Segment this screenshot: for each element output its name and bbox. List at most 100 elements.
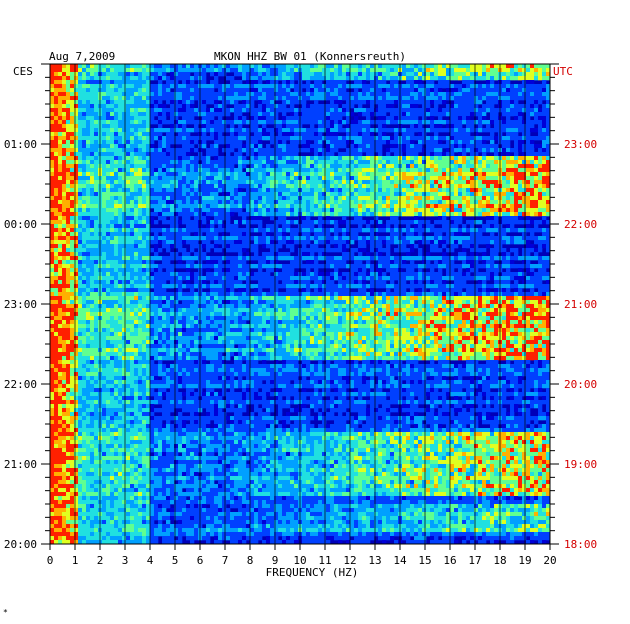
heatmap-cell: [62, 120, 67, 125]
heatmap-cell: [50, 152, 55, 157]
heatmap-cell: [374, 72, 379, 77]
heatmap-cell: [314, 180, 319, 185]
heatmap-cell: [406, 148, 411, 153]
heatmap-cell: [178, 152, 183, 157]
heatmap-cell: [378, 156, 383, 161]
heatmap-cell: [66, 216, 71, 221]
heatmap-cell: [70, 132, 75, 137]
heatmap-cell: [342, 84, 347, 89]
heatmap-cell: [130, 80, 135, 85]
heatmap-cell: [230, 212, 235, 217]
heatmap-cell: [66, 228, 71, 233]
heatmap-cell: [262, 92, 267, 97]
heatmap-cell: [210, 228, 215, 233]
heatmap-cell: [338, 84, 343, 89]
heatmap-cell: [334, 184, 339, 189]
heatmap-cell: [226, 76, 231, 81]
heatmap-cell: [210, 92, 215, 97]
heatmap-cell: [346, 152, 351, 157]
heatmap-cell: [538, 188, 543, 193]
heatmap-cell: [426, 108, 431, 113]
heatmap-cell: [458, 108, 463, 113]
heatmap-cell: [250, 152, 255, 157]
heatmap-cell: [370, 88, 375, 93]
heatmap-cell: [514, 208, 519, 213]
heatmap-cell: [542, 108, 547, 113]
heatmap-cell: [250, 64, 255, 69]
heatmap-cell: [266, 64, 271, 69]
heatmap-cell: [394, 152, 399, 157]
heatmap-cell: [490, 208, 495, 213]
heatmap-cell: [378, 72, 383, 77]
heatmap-cell: [346, 180, 351, 185]
heatmap-cell: [478, 200, 483, 205]
heatmap-cell: [478, 188, 483, 193]
heatmap-cell: [54, 208, 59, 213]
heatmap-cell: [246, 192, 251, 197]
heatmap-cell: [518, 156, 523, 161]
heatmap-cell: [50, 208, 55, 213]
heatmap-cell: [454, 228, 459, 233]
heatmap-cell: [118, 236, 123, 241]
heatmap-cell: [358, 64, 363, 69]
heatmap-cell: [242, 96, 247, 101]
heatmap-cell: [346, 208, 351, 213]
heatmap-cell: [258, 112, 263, 117]
heatmap-cell: [134, 120, 139, 125]
heatmap-cell: [182, 64, 187, 69]
heatmap-cell: [182, 180, 187, 185]
heatmap-cell: [386, 208, 391, 213]
heatmap-cell: [422, 76, 427, 81]
heatmap-cell: [138, 128, 143, 133]
heatmap-cell: [142, 188, 147, 193]
heatmap-cell: [430, 108, 435, 113]
heatmap-cell: [334, 120, 339, 125]
heatmap-cell: [214, 120, 219, 125]
heatmap-cell: [190, 204, 195, 209]
heatmap-cell: [250, 80, 255, 85]
heatmap-cell: [54, 192, 59, 197]
heatmap-cell: [370, 68, 375, 73]
heatmap-cell: [342, 168, 347, 173]
heatmap-cell: [350, 228, 355, 233]
heatmap-cell: [434, 208, 439, 213]
heatmap-cell: [134, 188, 139, 193]
heatmap-cell: [210, 176, 215, 181]
heatmap-cell: [282, 76, 287, 81]
heatmap-cell: [486, 80, 491, 85]
heatmap-cell: [366, 156, 371, 161]
heatmap-cell: [186, 156, 191, 161]
heatmap-cell: [78, 120, 83, 125]
heatmap-cell: [378, 108, 383, 113]
heatmap-cell: [530, 228, 535, 233]
heatmap-cell: [474, 168, 479, 173]
heatmap-cell: [94, 120, 99, 125]
heatmap-cell: [286, 188, 291, 193]
heatmap-cell: [294, 160, 299, 165]
heatmap-cell: [142, 108, 147, 113]
heatmap-cell: [106, 220, 111, 225]
heatmap-cell: [294, 208, 299, 213]
heatmap-cell: [382, 64, 387, 69]
heatmap-cell: [82, 80, 87, 85]
heatmap-cell: [458, 176, 463, 181]
heatmap-cell: [146, 80, 151, 85]
heatmap-cell: [126, 148, 131, 153]
heatmap-cell: [370, 172, 375, 177]
heatmap-cell: [270, 108, 275, 113]
heatmap-cell: [442, 176, 447, 181]
heatmap-cell: [362, 84, 367, 89]
heatmap-cell: [370, 96, 375, 101]
heatmap-cell: [166, 96, 171, 101]
heatmap-cell: [374, 64, 379, 69]
heatmap-cell: [66, 140, 71, 145]
heatmap-cell: [258, 196, 263, 201]
heatmap-cell: [258, 180, 263, 185]
heatmap-cell: [230, 184, 235, 189]
heatmap-cell: [242, 228, 247, 233]
heatmap-cell: [266, 116, 271, 121]
heatmap-cell: [538, 76, 543, 81]
heatmap-cell: [330, 132, 335, 137]
heatmap-cell: [374, 84, 379, 89]
heatmap-cell: [142, 124, 147, 129]
